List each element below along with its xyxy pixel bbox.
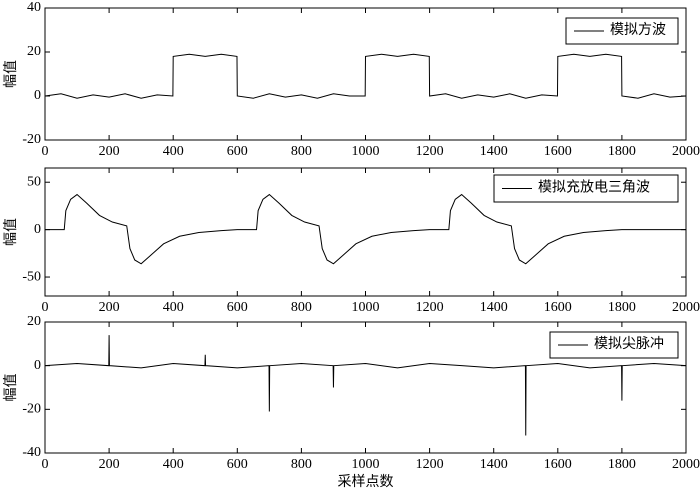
series-line [45, 193, 686, 265]
x-tick-label: 200 [99, 300, 120, 315]
axes-frame [44, 167, 687, 297]
x-tick-label: 600 [227, 457, 248, 472]
x-tick-label: 1000 [352, 144, 380, 159]
x-tick-label: 1000 [352, 300, 380, 315]
x-tick-label: 200 [99, 144, 120, 159]
x-tick-label: 800 [291, 300, 312, 315]
x-tick-label: 1800 [608, 144, 636, 159]
legend-label: 模拟充放电三角波 [538, 180, 650, 196]
series-line [45, 53, 686, 99]
y-tick-label: 0 [34, 88, 41, 103]
legend-label: 模拟尖脉冲 [594, 336, 664, 352]
y-tick-label: -50 [22, 269, 41, 284]
x-tick-label: 1600 [544, 300, 572, 315]
series-line [45, 335, 686, 436]
x-tick-label: 400 [163, 457, 184, 472]
x-tick-label: 2000 [672, 144, 700, 159]
x-axis-label: 采样点数 [338, 474, 394, 490]
x-tick-label: 1200 [416, 457, 444, 472]
x-tick-label: 1600 [544, 144, 572, 159]
legend-label: 模拟方波 [610, 22, 666, 38]
y-tick-label: 0 [34, 222, 41, 237]
y-axis-label: 幅值 [3, 218, 19, 246]
plot-area [45, 193, 686, 265]
x-tick-label: 1800 [608, 300, 636, 315]
x-tick-label: 1600 [544, 457, 572, 472]
y-tick-label: 20 [27, 44, 41, 59]
x-tick-label: 2000 [672, 457, 700, 472]
x-tick-label: 600 [227, 144, 248, 159]
x-tick-label: 800 [291, 144, 312, 159]
y-tick-label: -20 [22, 402, 41, 417]
x-tick-label: 1800 [608, 457, 636, 472]
x-tick-label: 400 [163, 144, 184, 159]
x-tick-label: 800 [291, 457, 312, 472]
y-tick-label: 50 [27, 174, 41, 189]
plot-area [45, 53, 686, 99]
axes-frame [44, 7, 687, 141]
plot-area [45, 335, 686, 436]
x-tick-label: 400 [163, 300, 184, 315]
y-tick-label: -40 [22, 445, 41, 460]
x-tick-label: 0 [42, 300, 49, 315]
axes-frame [44, 321, 687, 454]
y-tick-label: 0 [34, 358, 41, 373]
x-tick-label: 1400 [480, 457, 508, 472]
x-tick-label: 600 [227, 300, 248, 315]
x-tick-label: 1200 [416, 144, 444, 159]
y-axis-label: 幅值 [3, 374, 19, 402]
x-tick-label: 1200 [416, 300, 444, 315]
x-tick-label: 1400 [480, 144, 508, 159]
x-tick-label: 0 [42, 144, 49, 159]
x-tick-label: 1400 [480, 300, 508, 315]
y-tick-label: -20 [22, 132, 41, 147]
y-tick-label: 40 [27, 0, 41, 15]
x-tick-label: 1000 [352, 457, 380, 472]
y-tick-label: 20 [27, 314, 41, 329]
y-axis-label: 幅值 [3, 60, 19, 88]
x-tick-label: 0 [42, 457, 49, 472]
x-tick-label: 200 [99, 457, 120, 472]
x-tick-label: 2000 [672, 300, 700, 315]
